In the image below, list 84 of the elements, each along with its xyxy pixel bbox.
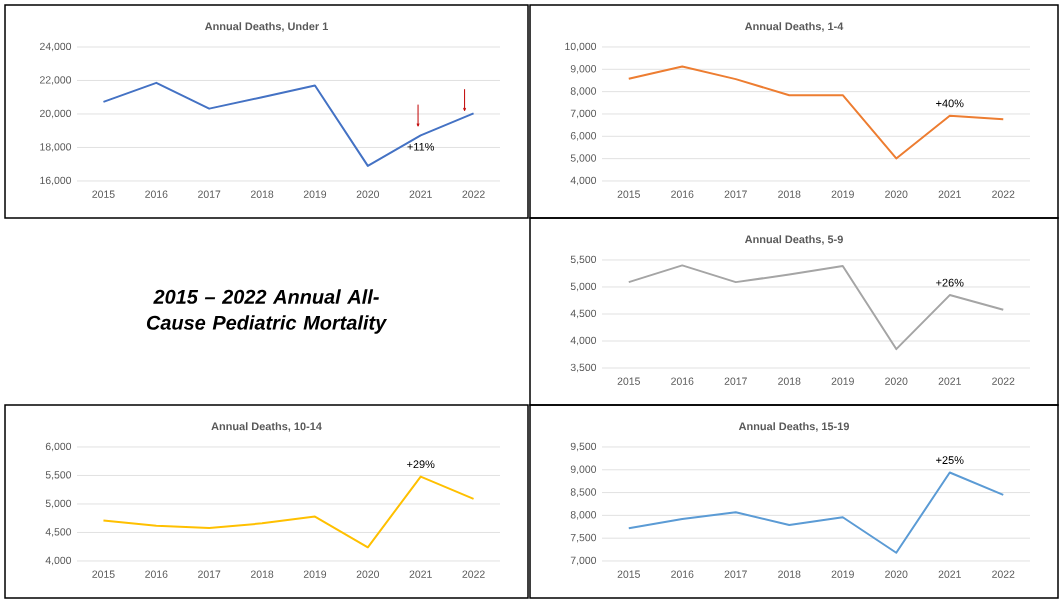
x-tick-label: 2021 (938, 570, 961, 578)
y-tick-label: 4,500 (45, 528, 72, 537)
chart-title: Annual Deaths, 1-4 (744, 22, 844, 32)
x-tick-label: 2017 (198, 190, 221, 198)
chart-title: Annual Deaths, 5-9 (744, 235, 843, 245)
x-tick-label: 2022 (992, 377, 1015, 385)
chart-title: Annual Deaths, 10-14 (211, 422, 322, 432)
x-tick-label: 2022 (462, 570, 485, 578)
text: 2015 – 2022 Annual All-Cause Pediatric Mortality (146, 289, 388, 334)
x-tick-label: 2018 (778, 377, 801, 385)
x-tick-label: 2019 (831, 570, 854, 578)
x-tick-label: 2017 (724, 377, 747, 385)
x-tick-label: 2018 (250, 570, 274, 578)
x-tick-label: 2021 (409, 190, 432, 198)
annotation: +26% (936, 278, 964, 287)
x-tick-label: 2020 (885, 377, 908, 385)
y-tick-label: 9,000 (570, 465, 597, 475)
x-tick-label: 2017 (724, 570, 747, 578)
y-tick-label: 9,000 (570, 65, 597, 74)
y-tick-label: 16,000 (40, 176, 72, 186)
y-tick-label: 5,500 (45, 471, 72, 480)
y-tick-label: 5,000 (570, 154, 597, 163)
annotation: +25% (936, 456, 964, 464)
annotation: +29% (407, 460, 435, 469)
x-tick-label: 2020 (356, 190, 380, 198)
y-tick-label: 6,000 (570, 132, 597, 141)
x-tick-label: 2022 (992, 570, 1015, 578)
x-tick-label: 2017 (724, 190, 747, 198)
y-tick-label: 5,000 (570, 282, 597, 292)
x-tick-label: 2021 (938, 190, 961, 198)
line-series (627, 471, 1005, 554)
annotation: +11% (407, 142, 435, 151)
y-tick-label: 5,500 (570, 255, 597, 265)
x-tick-label: 2015 (617, 570, 640, 578)
x-tick-label: 2017 (198, 570, 221, 578)
x-tick-label: 2019 (831, 190, 854, 198)
chart-title: Annual Deaths, 15-19 (738, 422, 850, 432)
x-tick-label: 2018 (778, 190, 801, 198)
x-tick-label: 2015 (92, 570, 115, 578)
y-tick-label: 6,000 (45, 442, 72, 452)
y-tick-label: 8,000 (570, 511, 597, 520)
x-tick-label: 2019 (303, 190, 327, 198)
y-tick-label: 4,000 (570, 336, 597, 346)
annotation: +40% (936, 99, 964, 108)
y-tick-label: 3,500 (570, 363, 597, 373)
y-tick-label: 4,000 (45, 556, 72, 566)
x-tick-label: 2015 (617, 377, 640, 385)
x-tick-label: 2021 (409, 570, 432, 578)
y-tick-label: 20,000 (40, 109, 72, 119)
x-tick-label: 2020 (356, 570, 380, 578)
y-tick-label: 7,000 (570, 556, 597, 566)
line-series (102, 81, 475, 167)
x-tick-label: 2015 (92, 190, 115, 198)
y-tick-label: 9,500 (570, 442, 597, 452)
x-tick-label: 2016 (671, 377, 694, 385)
x-tick-label: 2019 (831, 377, 854, 385)
y-tick-label: 7,000 (570, 109, 597, 119)
y-tick-label: 5,000 (45, 499, 72, 509)
y-tick-label: 8,000 (570, 87, 597, 96)
x-tick-label: 2015 (617, 190, 640, 198)
y-tick-label: 24,000 (40, 42, 72, 52)
y-tick-label: 22,000 (40, 76, 72, 85)
x-tick-label: 2016 (145, 190, 168, 198)
y-tick-label: 18,000 (40, 143, 72, 152)
x-tick-label: 2016 (671, 570, 694, 578)
y-tick-label: 4,500 (570, 309, 597, 319)
y-tick-label: 8,500 (570, 488, 597, 497)
y-tick-label: 7,500 (570, 533, 597, 543)
x-tick-label: 2016 (145, 570, 168, 578)
y-tick-label: 4,000 (570, 176, 597, 186)
x-tick-label: 2019 (303, 570, 327, 578)
y-tick-label: 10,000 (565, 42, 597, 52)
x-tick-label: 2016 (671, 190, 694, 198)
line-series (627, 264, 1005, 351)
x-tick-label: 2018 (250, 190, 274, 198)
x-tick-label: 2018 (778, 570, 801, 578)
chart-title: Annual Deaths, Under 1 (204, 22, 328, 32)
line-series (102, 475, 475, 549)
x-tick-label: 2021 (938, 377, 961, 385)
x-tick-label: 2022 (462, 190, 485, 198)
x-tick-label: 2020 (885, 190, 908, 198)
line-series (627, 65, 1005, 160)
x-tick-label: 2020 (885, 570, 908, 578)
x-tick-label: 2022 (992, 190, 1015, 198)
